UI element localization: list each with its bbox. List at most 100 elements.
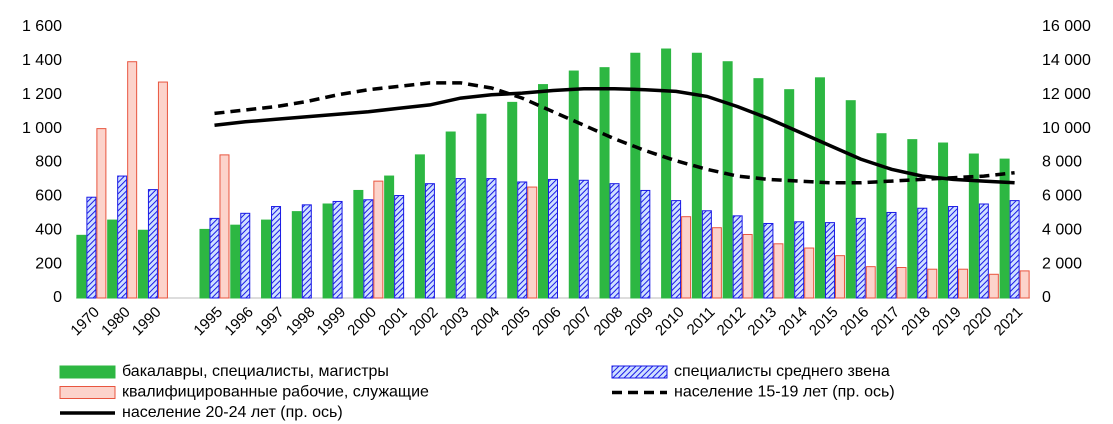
x-tick-label: 2000 — [344, 304, 380, 340]
bar — [476, 113, 487, 299]
bar — [834, 255, 845, 299]
x-tick-label: 1980 — [98, 304, 134, 340]
bar — [999, 158, 1010, 299]
bar — [896, 267, 907, 299]
bar — [988, 273, 999, 299]
y2-tick-label: 16 000 — [1042, 18, 1091, 35]
bar — [538, 84, 548, 299]
bar — [671, 200, 682, 299]
bar — [230, 224, 241, 299]
bar — [301, 204, 312, 299]
x-tick-label: 1996 — [221, 304, 257, 340]
bar — [640, 189, 651, 299]
y-tick-label: 400 — [35, 221, 62, 238]
bar — [568, 70, 579, 299]
bar — [732, 215, 743, 299]
bar — [137, 229, 148, 299]
y2-tick-label: 0 — [1042, 289, 1051, 306]
y2-tick-label: 14 000 — [1042, 52, 1091, 69]
bar — [691, 52, 702, 299]
bar — [76, 234, 87, 299]
bar — [548, 178, 558, 299]
bar — [917, 207, 928, 299]
legend-label: бакалавры, специалисты, магистры — [122, 363, 389, 380]
y-tick-label: 1 200 — [22, 86, 62, 103]
x-tick-label: 2018 — [898, 304, 934, 340]
bar — [876, 133, 887, 299]
bar — [978, 203, 989, 299]
bar — [938, 142, 949, 299]
bar — [773, 243, 784, 299]
bar — [609, 183, 620, 299]
bar — [117, 175, 128, 299]
bar — [363, 199, 374, 299]
legend-swatch — [59, 365, 116, 379]
y-tick-label: 1 600 — [22, 18, 62, 35]
bar — [527, 186, 538, 299]
legend-label: население 20-24 лет (пр. ось) — [122, 404, 343, 421]
bar — [486, 178, 497, 299]
bar — [353, 189, 364, 299]
x-tick-label: 2005 — [498, 304, 534, 340]
bar — [855, 217, 866, 299]
bar — [157, 81, 168, 299]
y-tick-label: 800 — [35, 154, 62, 171]
x-tick-label: 2008 — [591, 304, 627, 340]
x-tick-label: 1997 — [252, 304, 288, 340]
y2-tick-label: 10 000 — [1042, 120, 1091, 137]
legend-label: население 15-19 лет (пр. ось) — [674, 384, 895, 401]
bar — [96, 128, 107, 299]
y-tick-label: 0 — [53, 289, 62, 306]
x-tick-label: 2002 — [406, 304, 442, 340]
bar — [394, 195, 405, 299]
bar — [1009, 200, 1020, 299]
x-tick-label: 1998 — [283, 304, 319, 340]
bar — [865, 266, 876, 299]
x-tick-label: 2004 — [467, 304, 503, 340]
bar — [845, 100, 856, 299]
bar — [630, 52, 641, 299]
bar — [127, 61, 138, 299]
bar — [661, 48, 672, 299]
x-tick-label: 2016 — [837, 304, 873, 340]
y2-tick-label: 12 000 — [1042, 86, 1091, 103]
bar — [209, 217, 220, 299]
bar — [886, 211, 897, 299]
bar — [753, 78, 764, 299]
line — [214, 87, 1015, 185]
x-tick-label: 2020 — [960, 304, 996, 340]
x-tick-label: 2007 — [560, 304, 596, 340]
y-tick-label: 1 000 — [22, 120, 62, 137]
bar — [332, 200, 343, 299]
bar — [711, 227, 722, 299]
legend-label: специалисты среднего звена — [674, 363, 890, 380]
bar — [824, 222, 835, 299]
bar — [291, 211, 302, 299]
bar — [147, 189, 158, 299]
legend-swatch — [59, 386, 116, 399]
bar — [1019, 270, 1030, 299]
y2-tick-label: 6 000 — [1042, 188, 1082, 205]
x-tick-label: 2001 — [375, 304, 411, 340]
bar — [681, 216, 692, 299]
x-tick-label: 2010 — [652, 304, 688, 340]
bar — [794, 221, 805, 299]
y-tick-label: 200 — [35, 255, 62, 272]
bar — [322, 203, 333, 299]
bar — [578, 179, 589, 299]
bar — [455, 178, 466, 299]
x-tick-label: 2012 — [714, 304, 750, 340]
bar — [271, 206, 282, 299]
y2-tick-label: 8 000 — [1042, 154, 1082, 171]
bar — [219, 154, 230, 299]
legend-swatch — [611, 365, 668, 379]
x-tick-label: 2009 — [621, 304, 657, 340]
bar — [907, 139, 918, 299]
bar — [373, 180, 384, 299]
x-tick-label: 2003 — [437, 304, 473, 340]
x-tick-label: 2019 — [929, 304, 965, 340]
y-tick-label: 1 400 — [22, 52, 62, 69]
x-tick-label: 1970 — [67, 304, 103, 340]
